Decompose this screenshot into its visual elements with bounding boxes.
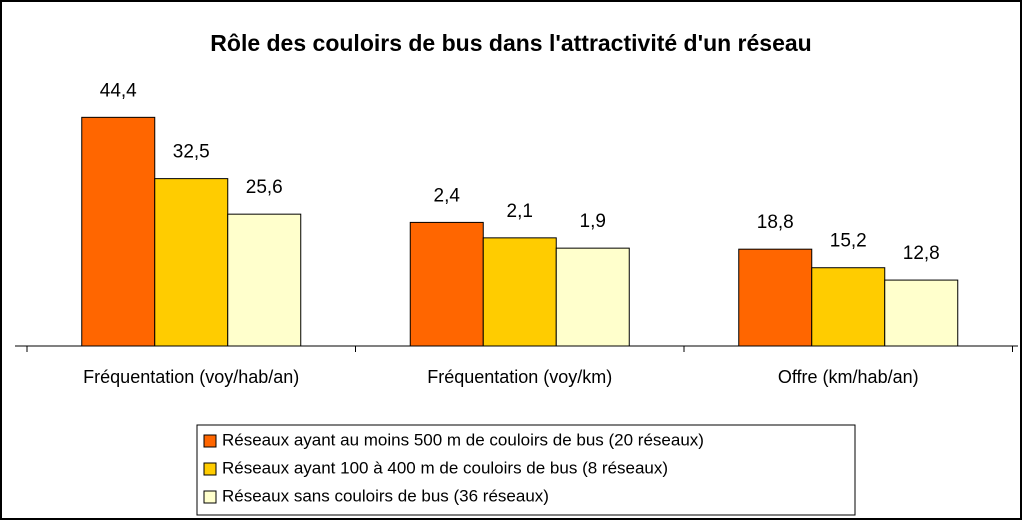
- legend: [196, 424, 856, 516]
- data-label: 1,9: [580, 211, 606, 232]
- legend-swatch: [203, 434, 217, 448]
- bar: [81, 116, 156, 347]
- data-label: 25,6: [246, 177, 283, 198]
- bar: [227, 213, 302, 347]
- legend-label: Réseaux sans couloirs de bus (36 réseaux…: [222, 486, 549, 505]
- bar: [555, 247, 630, 347]
- chart-title: Rôle des couloirs de bus dans l'attracti…: [210, 30, 811, 56]
- bar: [884, 279, 959, 347]
- data-label: 15,2: [830, 231, 867, 252]
- x-tick-label: Fréquentation (voy/km): [427, 367, 612, 387]
- data-label: 2,4: [434, 185, 461, 206]
- data-label: 12,8: [903, 243, 940, 264]
- legend-swatch: [203, 490, 217, 504]
- legend-label: Réseaux ayant 100 à 400 m de couloirs de…: [222, 458, 668, 477]
- bar: [738, 248, 813, 347]
- legend-label: Réseaux ayant au moins 500 m de couloirs…: [222, 430, 704, 449]
- data-label: 2,1: [507, 201, 533, 222]
- data-label: 44,4: [100, 80, 137, 101]
- bar: [409, 221, 484, 347]
- bar: [482, 237, 557, 347]
- bar: [154, 178, 229, 347]
- bar: [811, 267, 886, 347]
- legend-swatch: [203, 462, 217, 476]
- x-tick-label: Offre (km/hab/an): [778, 367, 919, 387]
- x-tick-label: Fréquentation (voy/hab/an): [83, 367, 299, 387]
- data-label: 32,5: [173, 142, 210, 163]
- data-label: 18,8: [757, 212, 794, 233]
